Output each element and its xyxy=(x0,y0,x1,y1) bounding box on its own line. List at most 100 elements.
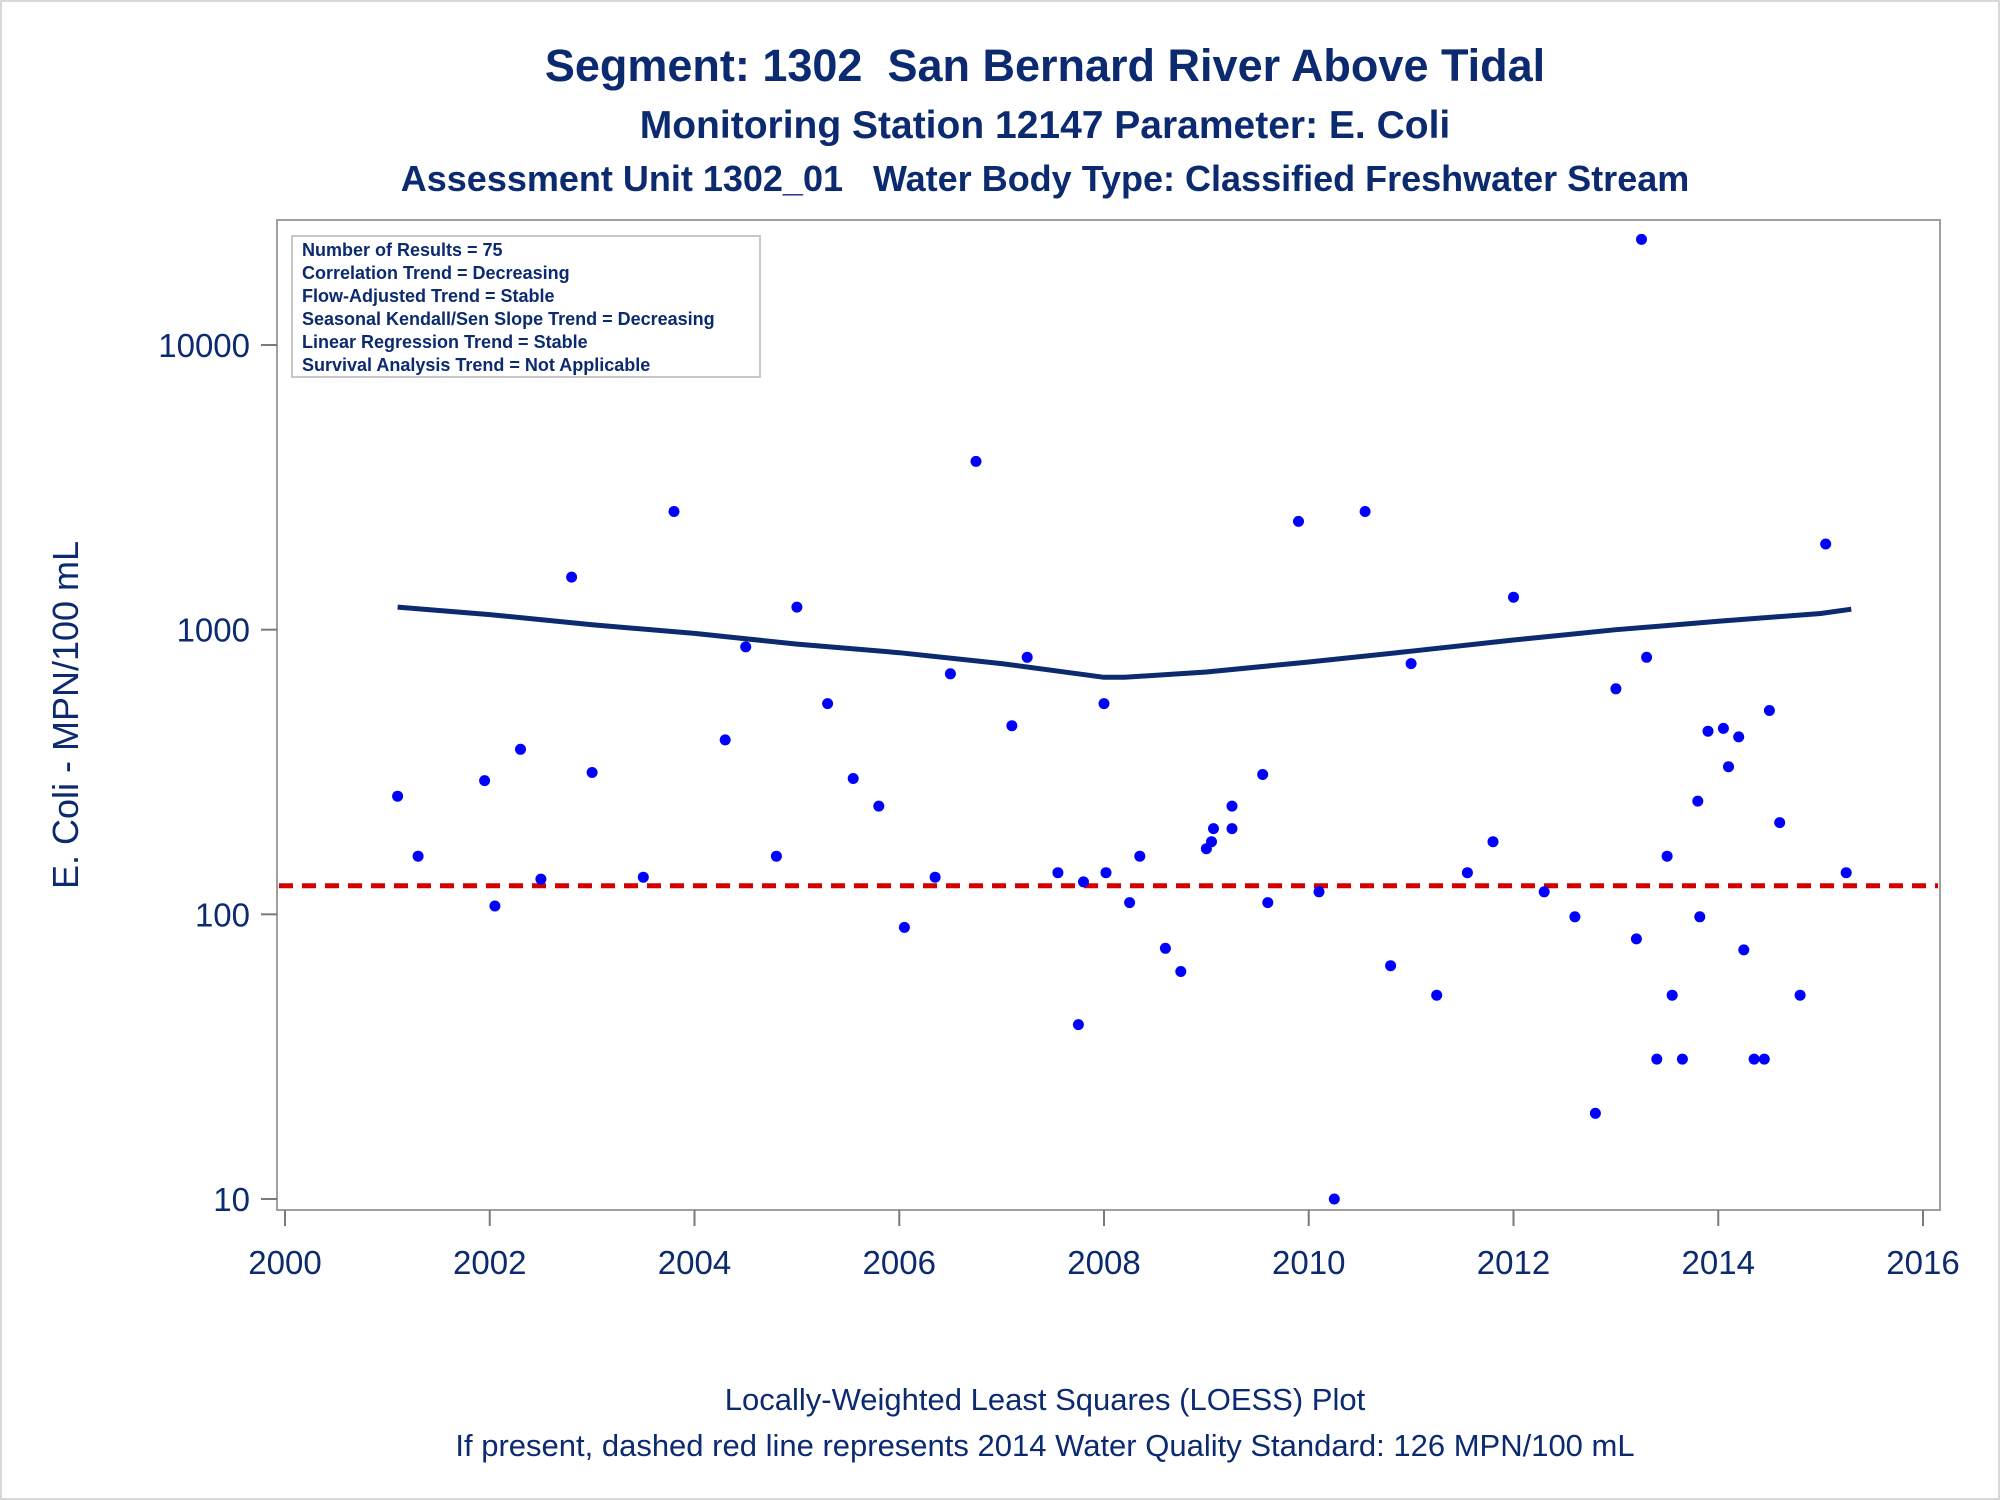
data-point xyxy=(1021,651,1033,663)
data-point xyxy=(1461,867,1473,879)
data-point xyxy=(1006,720,1018,732)
stats-line-survival: Survival Analysis Trend = Not Applicable xyxy=(302,355,650,375)
data-point xyxy=(1641,651,1653,663)
data-point xyxy=(1385,960,1397,972)
data-point xyxy=(1313,886,1325,898)
footnote-loess: Locally-Weighted Least Squares (LOESS) P… xyxy=(724,1382,1366,1417)
x-tick-label: 2004 xyxy=(658,1244,731,1281)
data-point xyxy=(489,900,501,912)
data-point xyxy=(1763,705,1775,716)
data-point xyxy=(1359,506,1371,517)
x-tick-label: 2012 xyxy=(1477,1244,1550,1281)
data-point xyxy=(1078,876,1089,888)
stats-box: Number of Results = 75 Correlation Trend… xyxy=(291,235,761,378)
data-point xyxy=(1774,817,1786,829)
data-point xyxy=(1257,769,1269,780)
data-point xyxy=(791,601,803,613)
stats-line-linear-regression: Linear Regression Trend = Stable xyxy=(302,332,588,352)
x-tick-label: 2016 xyxy=(1886,1244,1959,1281)
data-point xyxy=(740,641,752,653)
data-point xyxy=(1052,867,1064,879)
data-point xyxy=(770,850,782,862)
data-point xyxy=(535,873,547,885)
data-point xyxy=(637,871,649,883)
x-tick-label: 2010 xyxy=(1272,1244,1345,1281)
stats-line-correlation: Correlation Trend = Decreasing xyxy=(302,263,570,283)
data-point xyxy=(1328,1193,1340,1205)
data-point xyxy=(586,767,598,778)
data-point xyxy=(1124,897,1136,909)
data-point xyxy=(1206,836,1217,848)
x-tick-label: 2002 xyxy=(453,1244,526,1281)
y-axis-label: E. Coli - MPN/100 mL xyxy=(45,541,86,889)
stats-line-flow-adjusted: Flow-Adjusted Trend = Stable xyxy=(302,286,555,306)
data-point xyxy=(566,571,578,583)
y-tick-label: 10000 xyxy=(158,327,250,364)
data-point xyxy=(1692,795,1704,807)
stats-line-seasonal-kendall: Seasonal Kendall/Sen Slope Trend = Decre… xyxy=(302,309,715,329)
chart-subtitle-station: Monitoring Station 12147 Parameter: E. C… xyxy=(639,104,1451,147)
loess-layer xyxy=(397,604,1852,680)
data-point xyxy=(847,773,859,784)
data-point xyxy=(479,775,491,787)
data-point xyxy=(1748,1053,1760,1065)
data-point xyxy=(1431,989,1443,1001)
data-point xyxy=(898,921,910,933)
data-point xyxy=(1694,911,1706,923)
x-tick-label: 2000 xyxy=(248,1244,321,1281)
data-point xyxy=(1175,966,1187,977)
data-point xyxy=(1072,1019,1084,1031)
data-point xyxy=(1738,944,1750,956)
data-point xyxy=(1676,1053,1688,1065)
data-point xyxy=(1405,658,1417,670)
data-point xyxy=(1508,591,1519,603)
data-point xyxy=(944,668,956,680)
data-point xyxy=(1610,683,1622,695)
data-point xyxy=(1098,698,1110,710)
data-point xyxy=(1758,1053,1770,1065)
data-point xyxy=(1723,761,1734,773)
data-point xyxy=(1820,538,1832,550)
data-point xyxy=(1569,911,1581,923)
loess-curve xyxy=(397,604,1852,680)
data-point xyxy=(1666,989,1678,1001)
data-point xyxy=(1159,942,1171,954)
points-layer xyxy=(392,233,1852,1205)
data-point xyxy=(1100,867,1112,879)
data-point xyxy=(515,743,526,755)
data-point xyxy=(1487,836,1499,848)
data-point xyxy=(412,850,424,862)
x-tick-label: 2014 xyxy=(1682,1244,1755,1281)
data-point xyxy=(929,871,941,883)
y-tick-label: 100 xyxy=(195,896,250,933)
data-point xyxy=(392,790,404,802)
data-point xyxy=(1651,1053,1663,1065)
footnote-standard: If present, dashed red line represents 2… xyxy=(455,1428,1635,1463)
data-point xyxy=(1226,800,1238,812)
data-point xyxy=(1630,933,1642,945)
data-point xyxy=(873,800,885,812)
data-point xyxy=(1262,897,1274,909)
data-point xyxy=(1717,722,1729,734)
data-point xyxy=(1226,823,1238,835)
data-point xyxy=(1840,867,1852,879)
y-tick-label: 10 xyxy=(213,1181,250,1218)
data-point xyxy=(1208,823,1219,835)
x-axis: 2000 2002 2004 2006 2008 2010 2012 2014 2016 xyxy=(248,1209,1960,1281)
data-point xyxy=(668,506,680,517)
data-point xyxy=(1538,886,1550,898)
data-point xyxy=(1293,515,1304,527)
data-point xyxy=(1794,989,1806,1001)
data-point xyxy=(1733,731,1745,743)
x-tick-label: 2006 xyxy=(863,1244,936,1281)
data-point xyxy=(1134,850,1146,862)
x-tick-label: 2008 xyxy=(1067,1244,1140,1281)
y-axis: 10 100 1000 10000 xyxy=(158,220,278,1218)
data-point xyxy=(970,455,982,467)
data-point xyxy=(822,698,834,710)
y-tick-label: 1000 xyxy=(177,612,250,649)
data-point xyxy=(1589,1107,1601,1119)
stats-box-frame xyxy=(291,235,761,378)
data-point xyxy=(1661,850,1673,862)
